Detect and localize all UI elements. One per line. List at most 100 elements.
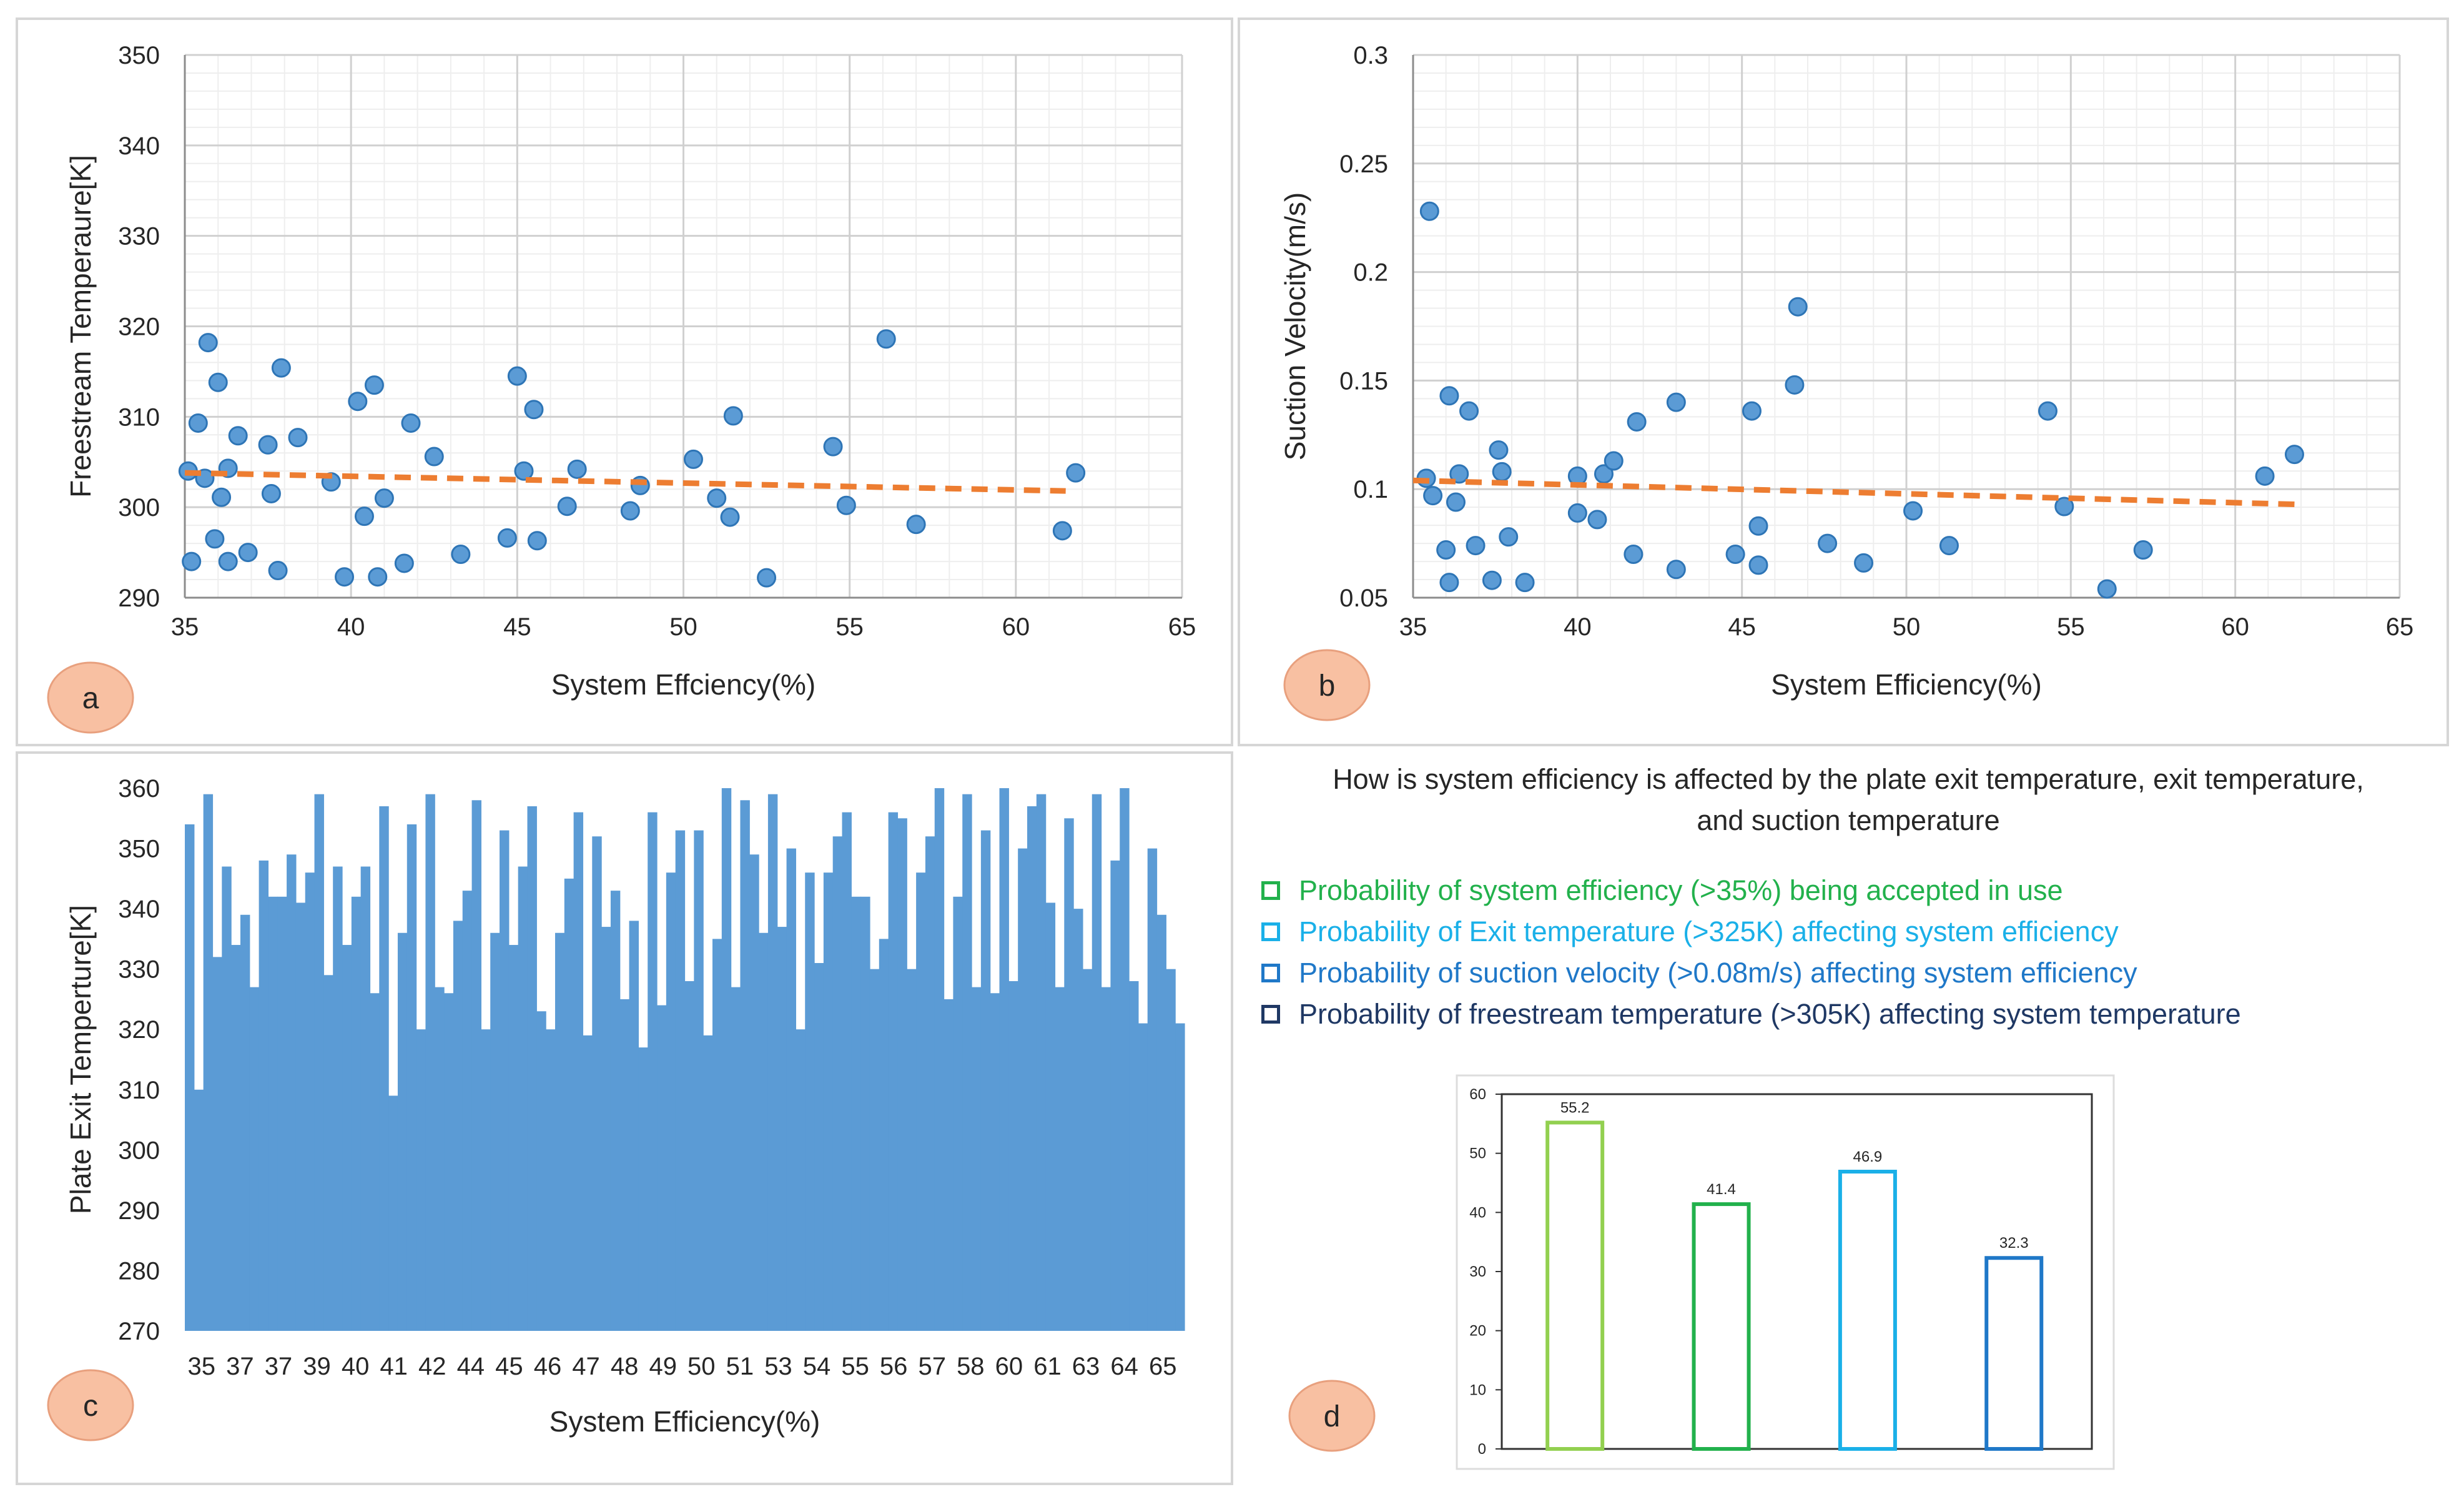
bar (721, 788, 732, 1331)
bar (1156, 914, 1166, 1331)
bar (740, 800, 750, 1331)
bar (888, 812, 899, 1331)
bar (185, 824, 195, 1331)
x-tick-label: 55 (2057, 613, 2085, 641)
bar (703, 1035, 713, 1331)
bar (397, 932, 408, 1331)
bar (259, 860, 269, 1331)
data-point (507, 366, 527, 386)
data-point (424, 447, 444, 467)
data-point (198, 333, 218, 353)
y-tick-label: 0 (1478, 1441, 1486, 1458)
data-point (707, 488, 727, 508)
bar (194, 1089, 204, 1331)
data-point (527, 531, 547, 551)
bar (1045, 902, 1056, 1331)
bar (462, 891, 473, 1331)
data-point (2255, 466, 2275, 486)
panel-c-badge-label: c (83, 1390, 98, 1423)
data-point (2038, 401, 2057, 421)
bar (518, 866, 528, 1331)
data-point (1785, 375, 1805, 395)
data-point (1423, 486, 1443, 506)
data-point (683, 449, 703, 469)
data-point (1666, 560, 1686, 580)
bar (925, 836, 935, 1331)
data-point (268, 561, 288, 581)
data-point (258, 435, 278, 455)
data-point (368, 567, 388, 587)
bar (240, 914, 250, 1331)
y-tick-label: 270 (118, 1318, 160, 1345)
x-tick-label: 45 (495, 1353, 523, 1380)
x-tick-label: 40 (337, 613, 365, 641)
x-tick-label: 35 (171, 613, 199, 641)
bar (1110, 860, 1120, 1331)
y-tick-label: 340 (118, 132, 160, 160)
bar (619, 999, 630, 1331)
legend-item-system-efficiency: Probability of system efficiency (>35%) … (1261, 870, 2435, 911)
x-tick-label: 65 (1149, 1353, 1177, 1380)
x-tick-label: 51 (726, 1353, 754, 1380)
x-tick-label: 50 (687, 1353, 716, 1380)
data-point (394, 553, 414, 573)
data-point (1515, 573, 1535, 593)
x-tick-label: 54 (803, 1353, 831, 1380)
data-point (1587, 510, 1607, 530)
legend-item-exit-temperature: Probability of Exit temperature (>325K) … (1261, 911, 2435, 952)
bar (712, 939, 722, 1331)
data-point (1818, 533, 1838, 553)
y-tick-label: 60 (1469, 1086, 1486, 1103)
data-point (1748, 555, 1768, 575)
bar (879, 939, 889, 1331)
data-point (1466, 536, 1486, 556)
legend-label: Probability of Exit temperature (>325K) … (1299, 916, 2119, 947)
data-point (261, 483, 281, 503)
y-tick-label: 50 (1469, 1145, 1486, 1162)
y-tick-label: 310 (118, 1077, 160, 1104)
bar (842, 812, 852, 1331)
bar (907, 969, 917, 1331)
bar (990, 993, 1000, 1331)
x-tick-label: 35 (188, 1353, 216, 1380)
bar (1073, 909, 1083, 1331)
y-tick-label: 300 (118, 494, 160, 521)
y-tick-label: 330 (118, 956, 160, 984)
bar (287, 854, 297, 1331)
panel-b-badge-label: b (1319, 669, 1336, 703)
data-point (1439, 573, 1459, 593)
bar (203, 794, 214, 1331)
bar (980, 830, 991, 1331)
bar (1082, 969, 1093, 1331)
data-point (271, 358, 291, 378)
bar (1147, 848, 1158, 1331)
panel-c-badge (47, 1369, 134, 1441)
legend-item-suction-velocity: Probability of suction velocity (>0.08m/… (1261, 952, 2435, 994)
y-tick-label: 40 (1469, 1204, 1486, 1221)
data-point (836, 495, 856, 515)
x-tick-label: 63 (1072, 1353, 1100, 1380)
bar (860, 896, 870, 1331)
bar (481, 1029, 491, 1331)
data-point (401, 413, 421, 433)
legend-label: Probability of suction velocity (>0.08m/… (1299, 957, 2137, 989)
bar (1984, 1256, 2044, 1451)
y-tick-label: 280 (118, 1257, 160, 1285)
bar (675, 830, 686, 1331)
panel-d-badge (1288, 1380, 1376, 1452)
panel-a-badge-label: a (82, 682, 99, 715)
bar (1175, 1023, 1185, 1331)
data-point (1052, 521, 1072, 541)
bar (767, 794, 778, 1331)
data-point (218, 551, 238, 571)
data-point (2054, 497, 2074, 516)
data-point (228, 426, 248, 446)
data-point (906, 515, 926, 535)
bar (342, 945, 352, 1331)
bar (546, 1029, 556, 1331)
bar (1055, 987, 1065, 1331)
data-point (757, 568, 777, 588)
data-point (1666, 392, 1686, 412)
